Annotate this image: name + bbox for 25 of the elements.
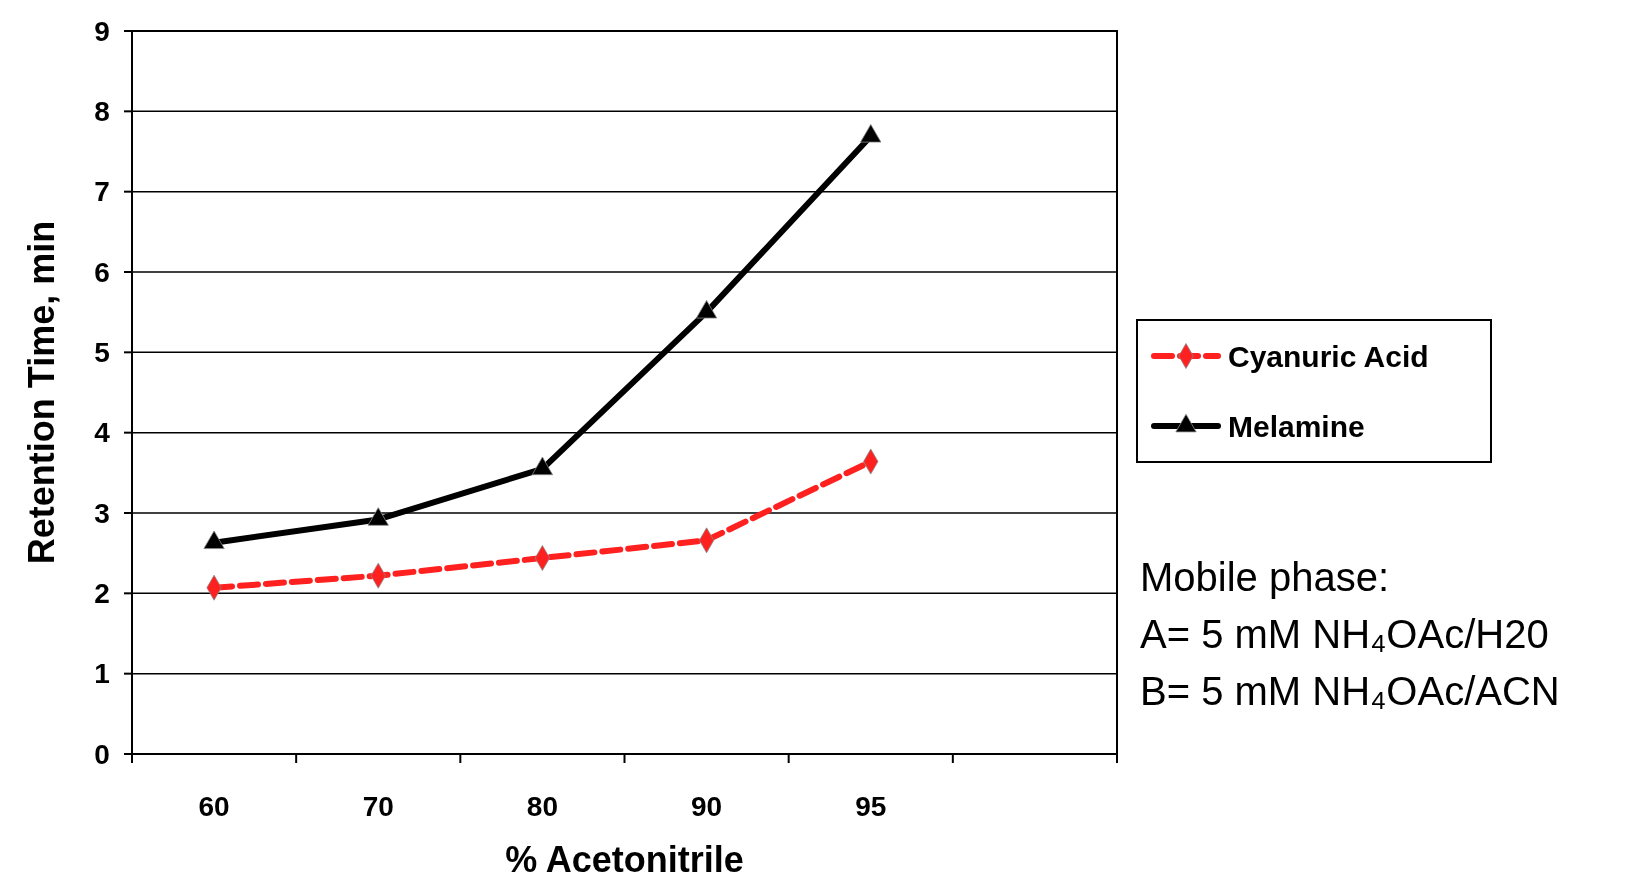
- x-tick-label: 60: [198, 791, 230, 822]
- y-tick-label: 5: [94, 337, 110, 369]
- legend-label: Cyanuric Acid: [1228, 339, 1429, 373]
- y-tick-label: 9: [94, 15, 110, 47]
- x-tick-label: 70: [362, 791, 394, 822]
- y-tick-label: 6: [94, 256, 110, 288]
- text: Mobile phase:: [1140, 555, 1390, 599]
- y-tick-label: 7: [94, 176, 110, 208]
- x-axis-title: % Acetonitrile: [505, 839, 744, 880]
- y-tick-label: 2: [94, 578, 110, 610]
- x-tick-label: 95: [855, 791, 887, 822]
- point: [860, 124, 882, 143]
- point: [695, 300, 718, 319]
- y-tick-label: 3: [94, 497, 110, 529]
- y-tick-label: 4: [94, 417, 111, 449]
- y-axis-title: Retention Time, min: [21, 220, 62, 565]
- x-tick-label: 90: [691, 791, 723, 822]
- x-tick-label: 80: [526, 791, 558, 822]
- text: A= 5 mM NH₄OAc/H20: [1140, 612, 1549, 656]
- y-tick-label: 1: [94, 658, 110, 690]
- y-tick-label: 0: [94, 738, 110, 770]
- y-tick-label: 8: [94, 96, 110, 128]
- legend-label: Melamine: [1228, 409, 1365, 443]
- point: [531, 456, 554, 476]
- text: B= 5 mM NH₄OAc/ACN: [1140, 669, 1560, 713]
